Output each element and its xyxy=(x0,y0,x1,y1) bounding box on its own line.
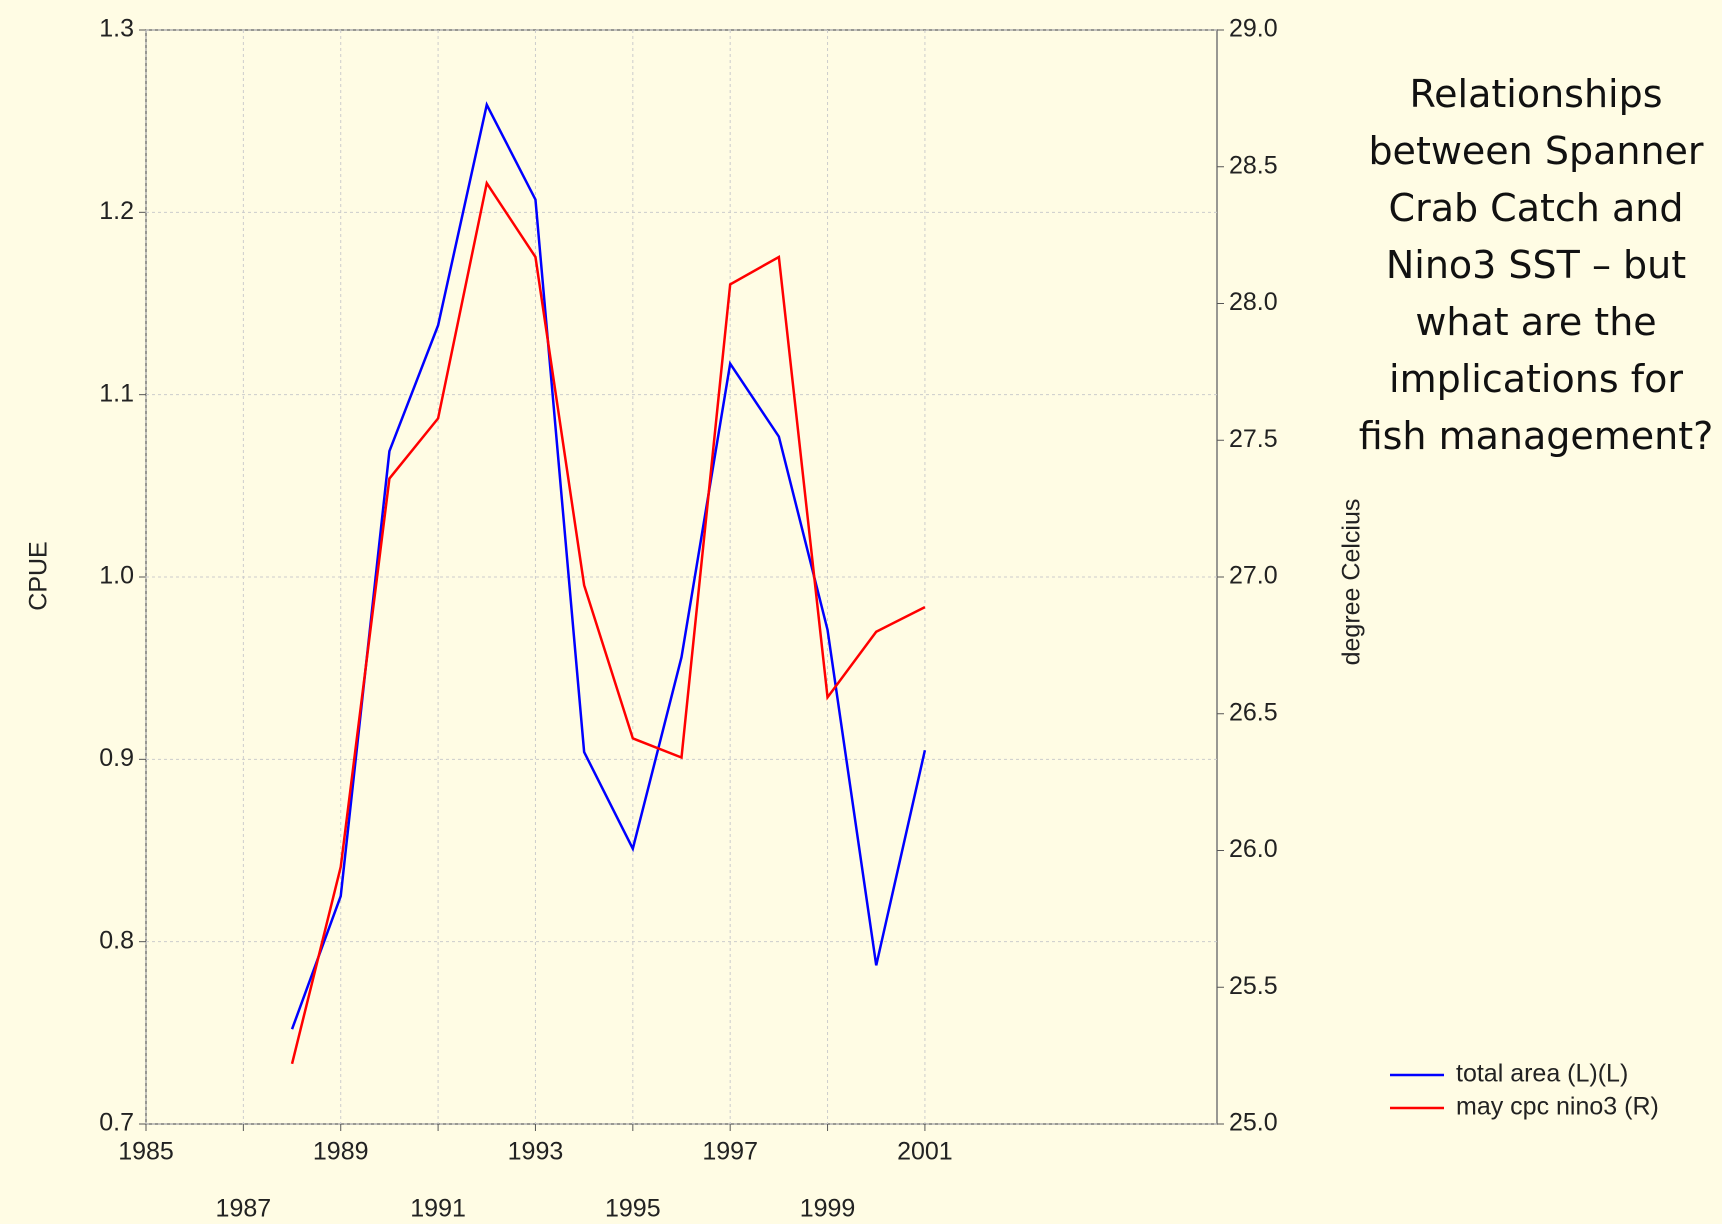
annotation: Relationships between Spanner Crab Catch… xyxy=(1358,72,1714,458)
y2-tick-label: 25.5 xyxy=(1229,972,1278,1000)
series-line xyxy=(290,179,926,1065)
y2-tick-label: 28.5 xyxy=(1229,151,1278,179)
y2-axis-label: degree Celcius xyxy=(1338,499,1366,666)
x-tick-label: 1987 xyxy=(216,1195,272,1223)
y2-tick-label: 27.5 xyxy=(1229,425,1278,453)
y-tick-label: 1.1 xyxy=(99,379,134,407)
legend-label: may cpc nino3 (R) xyxy=(1456,1093,1659,1121)
y2-tick-label: 28.0 xyxy=(1229,288,1278,316)
y-tick-label: 1.0 xyxy=(99,562,134,590)
y-tick-label: 0.9 xyxy=(99,744,134,772)
x-tick-label: 1997 xyxy=(702,1138,758,1166)
y2-tick-label: 25.0 xyxy=(1229,1109,1278,1137)
y2-tick-label: 29.0 xyxy=(1229,15,1278,43)
x-tick-label: 1985 xyxy=(118,1138,174,1166)
y-tick-label: 1.3 xyxy=(99,15,134,43)
y2-tick-label: 26.0 xyxy=(1229,835,1278,863)
y-tick-label: 1.2 xyxy=(99,197,134,225)
y2-tick-label: 26.5 xyxy=(1229,698,1278,726)
x-tick-label: 1995 xyxy=(605,1195,661,1223)
y-axis-label: CPUE xyxy=(25,541,53,610)
x-tick-label: 1991 xyxy=(410,1195,466,1223)
x-tick-label: 1999 xyxy=(800,1195,856,1223)
x-tick-label: 1989 xyxy=(313,1138,369,1166)
series-line xyxy=(290,101,927,1030)
legend-label: total area (L)(L) xyxy=(1456,1060,1628,1088)
y-tick-label: 0.8 xyxy=(99,926,134,954)
x-tick-label: 2001 xyxy=(897,1138,953,1166)
y2-tick-label: 27.0 xyxy=(1229,562,1278,590)
y-tick-label: 0.7 xyxy=(99,1109,134,1137)
x-tick-label: 1993 xyxy=(508,1138,564,1166)
